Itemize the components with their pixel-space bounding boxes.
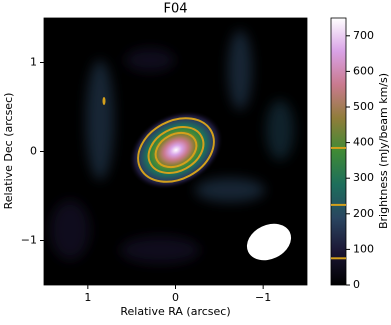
colorbar-tick-label: 300	[353, 171, 374, 184]
colorbar-tick-label: 500	[353, 100, 374, 113]
colorbar-tick-label: 700	[353, 29, 374, 42]
colorbar-label: Brightness (mJy/beam km/s)	[377, 73, 390, 229]
noise-blob	[120, 236, 200, 264]
contour	[147, 126, 205, 174]
noise	[50, 30, 294, 264]
noise-blob	[125, 48, 175, 72]
contours	[137, 117, 215, 183]
colorbar-tick-label: 600	[353, 64, 374, 77]
colorbar	[330, 17, 347, 286]
x-tick-label: 0	[172, 291, 179, 304]
colorbar-tick-label: 200	[353, 207, 374, 220]
colorbar-tick-label: 0	[353, 278, 360, 291]
colorbar-tick-label: 400	[353, 136, 374, 149]
small-feature	[102, 97, 106, 105]
y-tick-label: −1	[21, 234, 37, 247]
contour	[154, 131, 198, 169]
y-axis-label: Relative Dec (arcsec)	[2, 93, 15, 210]
noise-blob	[195, 178, 265, 202]
image	[44, 18, 307, 285]
chart-title: F04	[163, 2, 187, 17]
x-axis-label: Relative RA (arcsec)	[120, 305, 230, 318]
contour	[137, 117, 215, 183]
y-tick-label: 1	[30, 56, 37, 69]
x-tick-label: −1	[255, 291, 271, 304]
noise-blob	[86, 60, 114, 180]
beam	[246, 223, 292, 261]
noise-blob	[228, 30, 252, 110]
noise-blob	[50, 200, 90, 260]
x-tick-label: 1	[84, 291, 91, 304]
colorbar-tick-label: 100	[353, 242, 374, 255]
noise-blob	[266, 100, 294, 160]
y-tick-label: 0	[30, 145, 37, 158]
